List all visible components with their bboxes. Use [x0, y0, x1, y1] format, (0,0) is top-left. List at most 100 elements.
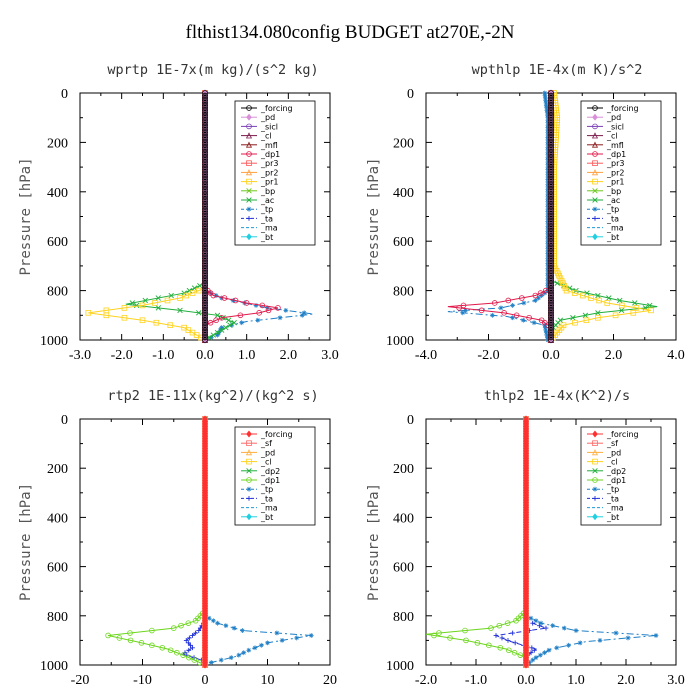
legend-label: _tp: [260, 205, 273, 214]
data-point: [597, 638, 603, 643]
data-point: [121, 305, 128, 311]
y-tick-label: 800: [47, 610, 68, 625]
series-line-dp1: [108, 419, 206, 666]
data-point: [301, 310, 307, 316]
y-axis-label: Pressure [hPa]: [366, 483, 382, 601]
y-tick-label: 600: [47, 235, 68, 250]
data-point: [531, 320, 537, 326]
data-point: [85, 310, 92, 316]
data-point: [532, 298, 538, 303]
data-point: [155, 295, 161, 301]
legend-label: _forcing: [260, 430, 293, 439]
data-point: [258, 642, 264, 648]
legend-label: _dp1: [260, 476, 280, 485]
series-forcing: [202, 415, 208, 669]
x-tick-label: 20: [323, 673, 337, 688]
data-point: [208, 660, 214, 665]
data-point: [195, 287, 202, 294]
legend-label: _ta: [260, 494, 273, 503]
series-forcing: [202, 90, 208, 343]
legend-label: _pr2: [606, 168, 624, 177]
data-point: [186, 287, 193, 294]
data-point: [103, 312, 110, 319]
data-point: [252, 645, 258, 651]
legend-marker: [246, 206, 252, 212]
y-tick-label: 600: [47, 561, 68, 576]
y-tick-label: 600: [393, 235, 414, 250]
legend-label: _cl: [606, 132, 618, 141]
y-tick-label: 1000: [386, 334, 414, 349]
legend-marker: [246, 486, 252, 492]
legend-label: _ta: [260, 214, 273, 223]
data-point: [218, 327, 225, 333]
x-tick-label: 2.0: [280, 348, 298, 363]
data-point: [510, 303, 515, 308]
data-point: [223, 324, 229, 331]
legend: _forcing_sf_pd_cl_dp2_dp1_tp_ta_ma_bt: [234, 426, 316, 526]
x-tick-label: 4.0: [667, 348, 685, 363]
data-point: [183, 292, 190, 299]
x-tick-label: -20: [71, 673, 90, 688]
data-point: [528, 615, 534, 621]
data-point: [223, 623, 229, 629]
y-tick-label: 1000: [40, 659, 68, 674]
data-point: [221, 295, 228, 301]
panel-title: wprtp 1E-7x(m kg)/(s^2 kg): [107, 62, 318, 78]
x-tick-label: -4.0: [415, 348, 437, 363]
data-point: [229, 322, 235, 328]
chart-panel-rtp2: rtp2 1E-11x(kg^2)/(kg^2 s)Pressure [hPa]…: [18, 388, 337, 688]
figure-title: flthist134.080config BUDGET at270E,-2N: [186, 22, 515, 43]
data-point: [259, 302, 266, 309]
data-point: [546, 647, 552, 653]
data-point: [520, 317, 526, 323]
data-point: [537, 652, 543, 658]
y-tick-label: 800: [393, 610, 414, 625]
data-point: [550, 623, 556, 629]
data-point: [237, 312, 244, 319]
data-point: [239, 320, 245, 326]
panel-title: rtp2 1E-11x(kg^2)/(kg^2 s): [107, 388, 318, 404]
series-dp1: [105, 416, 208, 668]
y-tick-label: 400: [393, 511, 414, 526]
series-tp: [447, 90, 551, 343]
y-tick-label: 800: [393, 285, 414, 300]
y-axis-label: Pressure [hPa]: [18, 157, 34, 275]
data-point: [460, 310, 466, 316]
legend-label: _forcing: [260, 104, 293, 113]
data-point: [139, 302, 146, 309]
data-point: [207, 319, 214, 326]
data-point: [153, 319, 160, 326]
data-point: [142, 297, 148, 304]
x-tick-label: -2.0: [415, 673, 437, 688]
data-point: [265, 307, 272, 314]
x-tick-label: 3.0: [667, 673, 685, 688]
x-tick-label: -1.0: [152, 348, 174, 363]
data-point: [177, 307, 183, 314]
legend-label: _sf: [260, 439, 272, 448]
legend-label: _sicl: [260, 122, 278, 131]
data-point: [625, 635, 631, 641]
series-line-dp1: [425, 419, 527, 665]
data-point: [231, 319, 237, 326]
data-point: [653, 633, 659, 638]
legend-label: _forcing: [606, 104, 639, 113]
legend-label: _pr1: [606, 178, 624, 187]
data-point: [529, 645, 535, 651]
legend-label: _cl: [260, 132, 272, 141]
data-point: [213, 317, 219, 324]
data-point: [210, 618, 216, 624]
data-point: [308, 633, 314, 638]
data-point: [215, 332, 220, 338]
legend-marker: [592, 206, 598, 212]
legend-label: _pd: [260, 448, 275, 457]
y-tick-label: 0: [407, 413, 414, 428]
y-tick-label: 600: [393, 561, 414, 576]
y-tick-label: 0: [61, 413, 68, 428]
data-point: [197, 282, 203, 289]
panel-title: thlp2 1E-4x(K^2)/s: [484, 388, 630, 404]
data-point: [167, 322, 174, 328]
y-tick-label: 200: [393, 136, 414, 151]
data-point: [139, 317, 146, 324]
